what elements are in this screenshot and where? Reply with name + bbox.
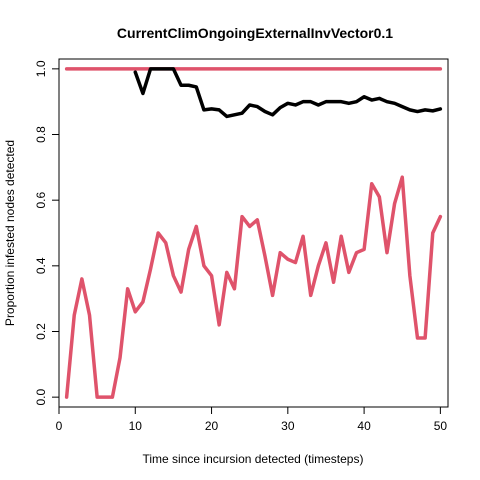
x-tick-label: 0 bbox=[56, 419, 63, 433]
series-layer bbox=[64, 67, 443, 399]
y-tick-label: 0.2 bbox=[34, 323, 48, 340]
series-line-2 bbox=[133, 67, 443, 119]
y-tick-label: 0.0 bbox=[34, 388, 48, 405]
y-axis: 0.0 0.2 0.4 0.6 0.8 1.0 bbox=[34, 60, 60, 405]
y-tick-label: 0.6 bbox=[34, 192, 48, 209]
x-tick-label: 30 bbox=[281, 419, 295, 433]
y-tick-label: 0.4 bbox=[34, 257, 48, 274]
y-tick-label: 0.8 bbox=[34, 126, 48, 143]
x-tick-label: 50 bbox=[434, 419, 448, 433]
chart-title: CurrentClimOngoingExternalInvVector0.1 bbox=[117, 25, 393, 41]
x-tick-label: 20 bbox=[205, 419, 219, 433]
x-tick-label: 10 bbox=[129, 419, 143, 433]
x-axis: 0 10 20 30 40 50 bbox=[56, 406, 448, 433]
x-axis-label: Time since incursion detected (timesteps… bbox=[143, 452, 364, 466]
y-tick-label: 1.0 bbox=[34, 60, 48, 77]
y-axis-label: Proportion infested nodes detected bbox=[3, 140, 17, 326]
x-tick-label: 40 bbox=[357, 419, 371, 433]
series-line-3 bbox=[64, 175, 443, 399]
